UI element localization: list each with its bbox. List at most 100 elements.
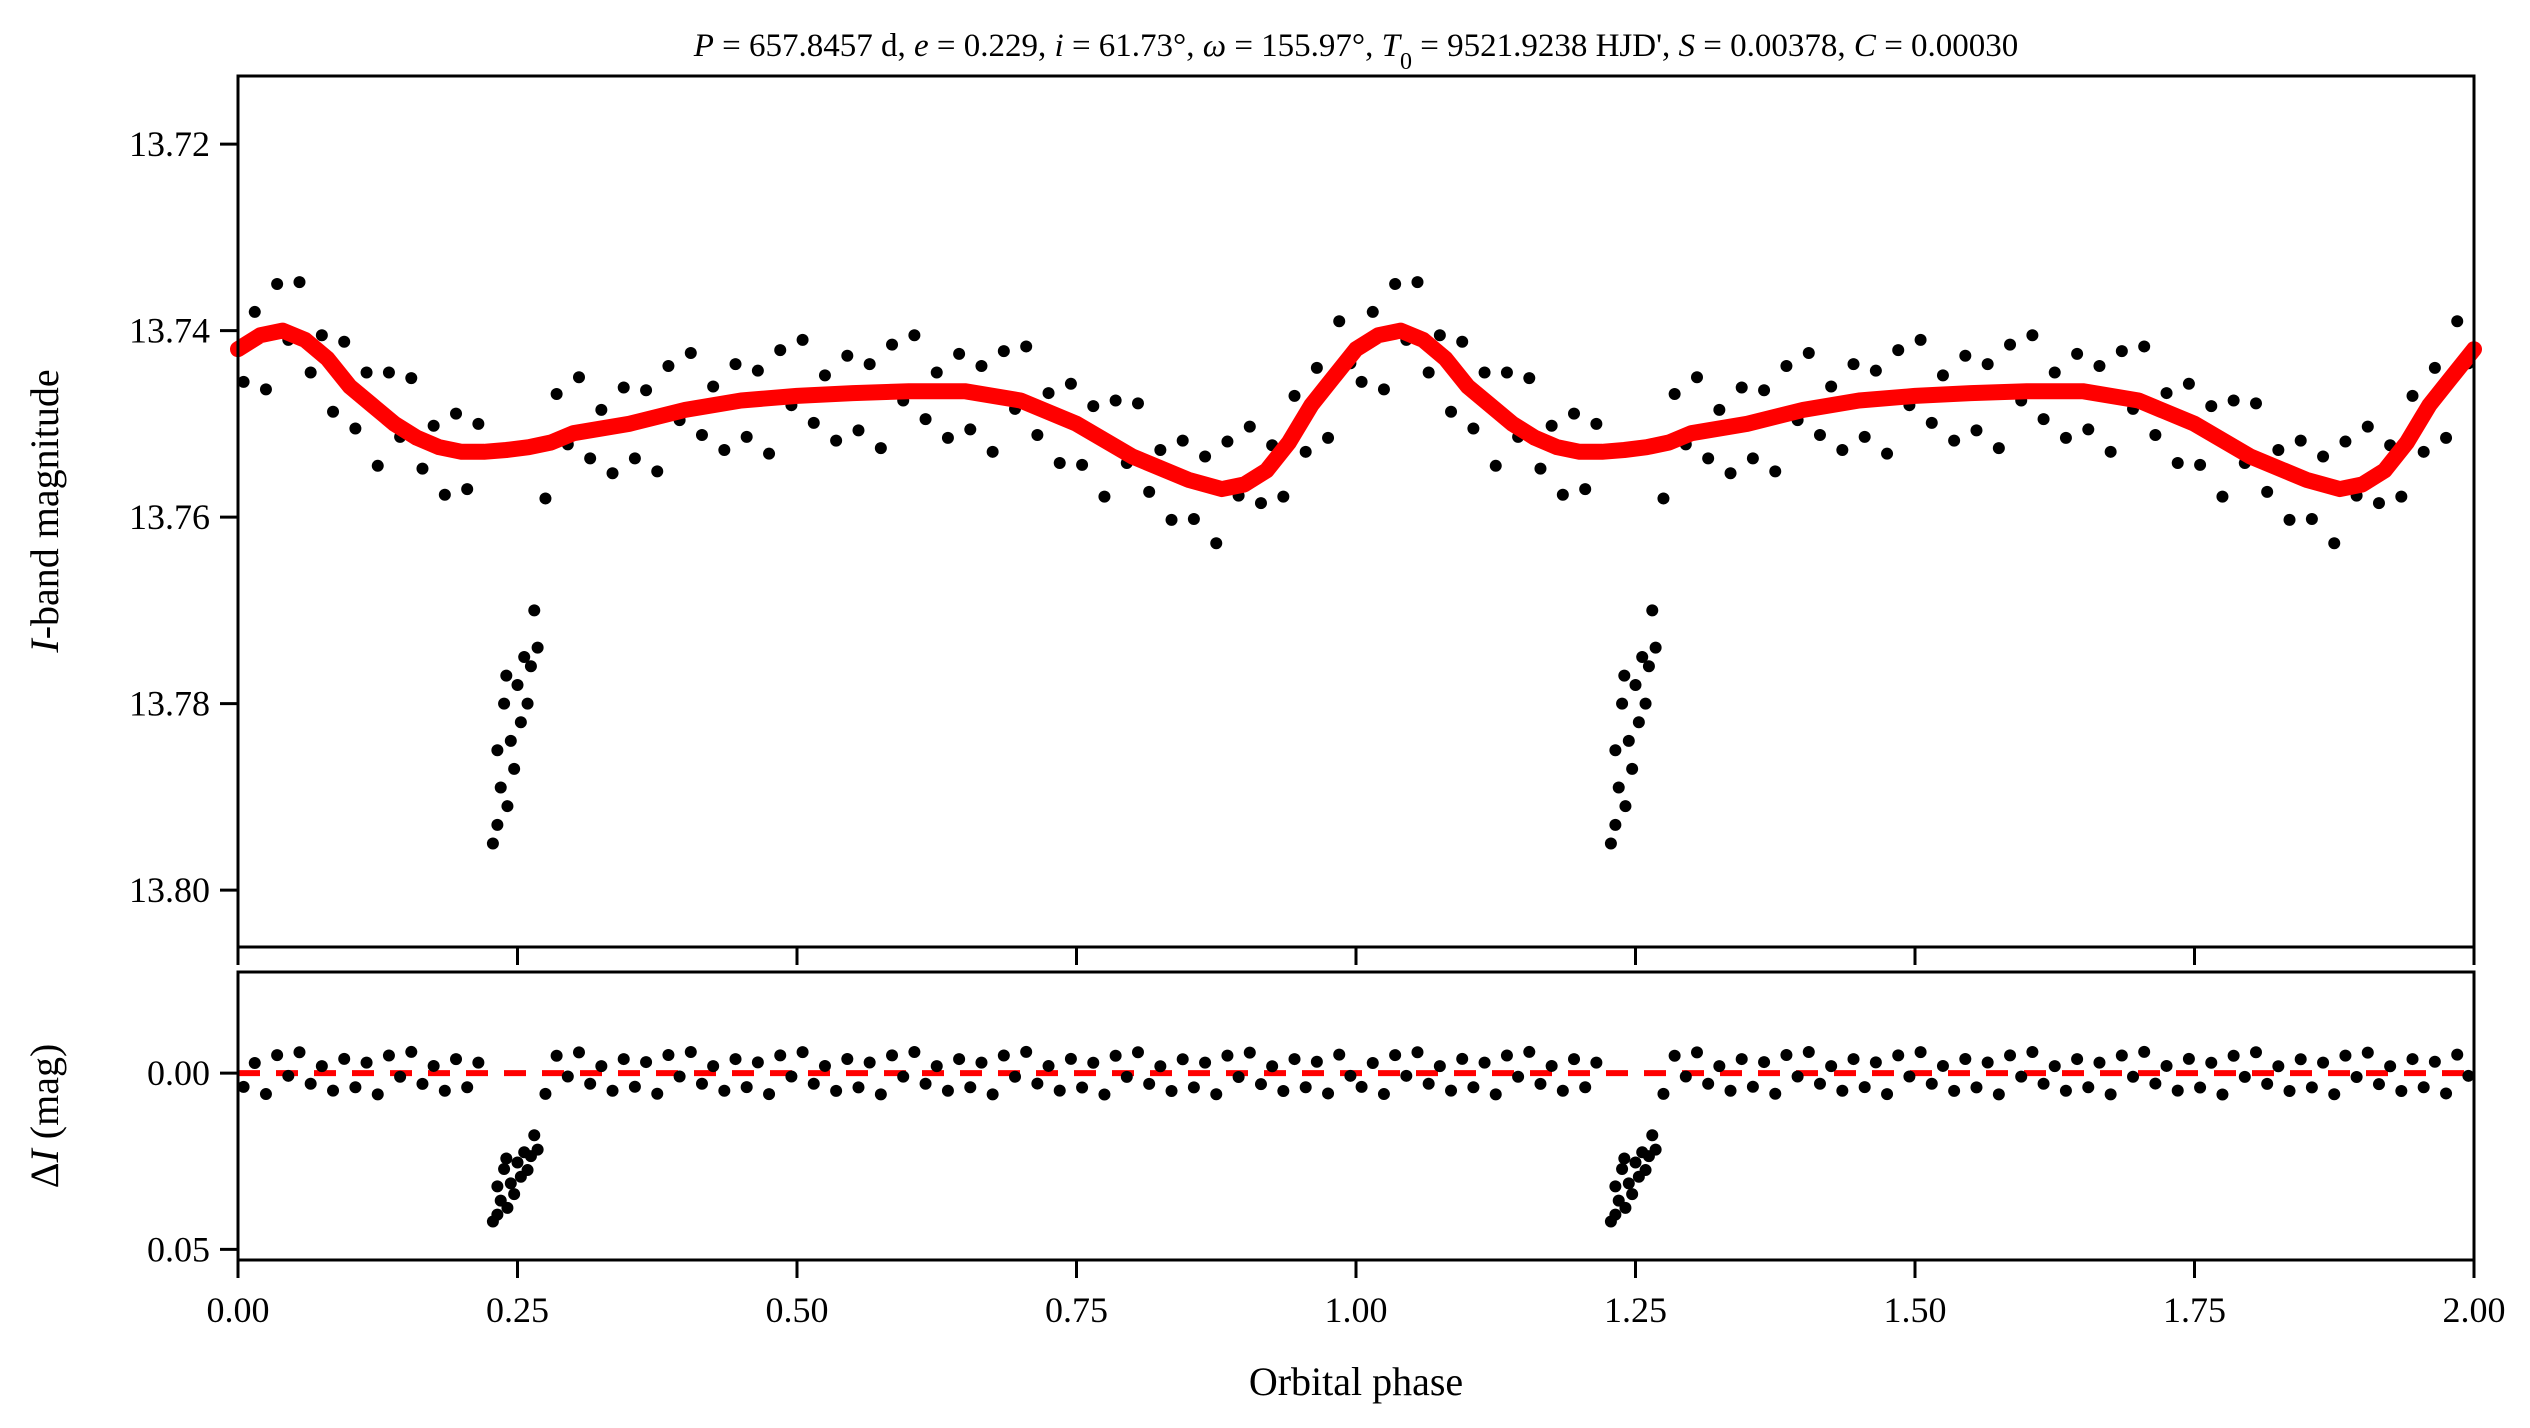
residual-point (1746, 1080, 1759, 1093)
residual-point (1609, 1208, 1622, 1221)
data-point (1165, 513, 1178, 526)
data-point (472, 417, 485, 430)
residual-point (1512, 1070, 1525, 1083)
bottom-y-axis: 0.00 0.05 (147, 1053, 238, 1269)
data-point (550, 387, 563, 400)
data-point (695, 429, 708, 442)
title-part: T (1382, 28, 1403, 64)
data-point (2428, 361, 2441, 374)
residual-point (2339, 1049, 2352, 1062)
data-point (886, 338, 899, 351)
residual-point (640, 1056, 653, 1069)
data-point (518, 650, 531, 663)
residual-point (841, 1052, 854, 1065)
data-point (2115, 345, 2128, 358)
residual-point (1609, 1180, 1622, 1193)
top-x-ticks (236, 947, 2476, 965)
residual-point (1619, 1201, 1632, 1214)
residual-point (941, 1084, 954, 1097)
data-point (997, 345, 1010, 358)
residual-point (1098, 1088, 1111, 1101)
residual-point (1892, 1049, 1905, 1062)
data-point (1243, 420, 1256, 433)
residual-point (718, 1084, 731, 1097)
residual-point (662, 1049, 675, 1062)
residual-point (1791, 1070, 1804, 1083)
bottom-x-axis: 0.00 0.25 0.50 0.75 1.00 1.25 1.50 1.75 2.00 (207, 1260, 2506, 1330)
bottom-y-axis-label: ΔI (mag) (22, 1044, 67, 1189)
residual-point (1400, 1069, 1413, 1082)
residual-point (1344, 1069, 1357, 1082)
title-part: = 0.00030 (1876, 28, 2018, 64)
residual-point (438, 1084, 451, 1097)
residual-point (1266, 1060, 1279, 1073)
title-part: S (1679, 28, 1696, 64)
data-point (2272, 443, 2285, 456)
data-point (1780, 360, 1793, 373)
data-point (382, 366, 395, 379)
data-point (1467, 422, 1480, 435)
residual-point (852, 1081, 865, 1094)
data-point (1626, 762, 1639, 775)
title-part: = 155.97°, (1226, 28, 1382, 64)
residual-point (1679, 1070, 1692, 1083)
data-point (1411, 276, 1424, 289)
residual-point (2227, 1049, 2240, 1062)
residual-point (1500, 1049, 1513, 1062)
data-point (1143, 485, 1156, 498)
residual-point (1959, 1052, 1972, 1065)
residual-point (1568, 1053, 1581, 1066)
data-point (1936, 369, 1949, 382)
residual-point (511, 1156, 524, 1169)
residual-point (2328, 1088, 2341, 1101)
residual-point (2462, 1069, 2475, 1082)
data-point (841, 349, 854, 362)
residual-point (405, 1045, 418, 1058)
data-point (2138, 340, 2151, 353)
residual-point (1981, 1056, 1994, 1069)
residual-point (1064, 1052, 1077, 1065)
residual-point (1243, 1046, 1256, 1059)
residual-point (1713, 1060, 1726, 1073)
data-point (2171, 457, 2184, 470)
residual-point (584, 1077, 597, 1090)
residual-point (964, 1081, 977, 1094)
data-point (438, 488, 451, 501)
data-point (524, 660, 537, 673)
model-curve (230, 322, 2482, 498)
data-point (1925, 416, 1938, 429)
residual-point (1639, 1164, 1652, 1177)
title-part: = 61.73°, (1064, 28, 1203, 64)
residual-point (1690, 1046, 1703, 1059)
residual-point (416, 1077, 429, 1090)
residual-point (2350, 1070, 2363, 1083)
residual-point (1187, 1081, 1200, 1094)
residual-point (1310, 1055, 1323, 1068)
data-point (830, 434, 843, 447)
data-point (2440, 431, 2453, 444)
data-point (2082, 423, 2095, 436)
residual-point (1936, 1059, 1949, 1072)
residual-point (2182, 1052, 2195, 1065)
residual-point (461, 1081, 474, 1094)
residual-point (975, 1056, 988, 1069)
residual-point (1389, 1049, 1402, 1062)
data-point (796, 333, 809, 346)
data-point (2182, 377, 2195, 390)
data-point (651, 465, 664, 478)
residual-point (1210, 1088, 1223, 1101)
data-point (349, 422, 362, 435)
residual-point (1858, 1081, 1871, 1094)
residual-point (2216, 1088, 2229, 1101)
data-point (248, 305, 261, 318)
y-tick-label: 13.76 (129, 497, 210, 537)
residual-point (2361, 1046, 2374, 1059)
residual-point (1366, 1057, 1379, 1070)
data-point (293, 276, 306, 289)
data-point (450, 407, 463, 420)
data-point (2104, 445, 2117, 458)
data-point (521, 697, 534, 710)
data-point (1064, 377, 1077, 390)
x-axis-label: Orbital phase (1249, 1359, 1463, 1404)
data-point (1959, 349, 1972, 362)
